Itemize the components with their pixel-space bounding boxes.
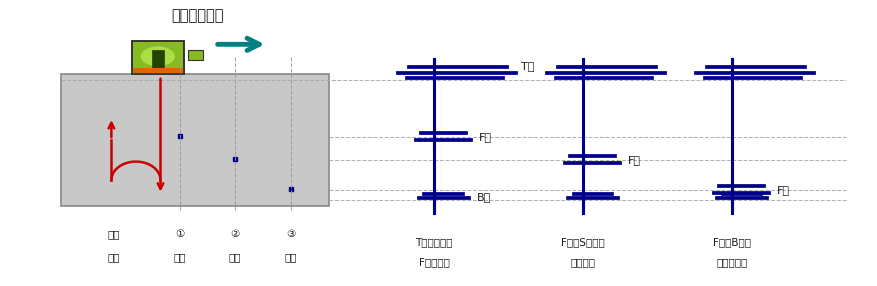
Bar	[188, 50, 203, 59]
Text: 浅い: 浅い	[174, 252, 186, 262]
Text: 位置: 位置	[108, 229, 120, 239]
Text: ①: ①	[175, 229, 184, 239]
Text: F波: F波	[479, 132, 492, 142]
Bar	[132, 41, 184, 74]
Text: 遠くなる: 遠くなる	[571, 257, 595, 267]
Text: ②: ②	[231, 229, 239, 239]
Text: 欠陥: 欠陥	[108, 252, 120, 262]
Text: F波: F波	[628, 155, 641, 165]
Text: 近くになる: 近くになる	[717, 257, 748, 267]
Bar	[132, 68, 184, 74]
Text: F波はS波から: F波はS波から	[561, 237, 605, 247]
Text: F波がある: F波がある	[418, 257, 450, 267]
Bar	[152, 50, 164, 68]
Text: T波の近くに: T波の近くに	[416, 237, 453, 247]
Text: 深い: 深い	[285, 252, 297, 262]
Text: 中間: 中間	[229, 252, 241, 262]
Text: F波がB波の: F波がB波の	[713, 237, 752, 247]
Text: T波: T波	[521, 61, 534, 71]
Text: F波: F波	[777, 185, 790, 195]
Text: ③: ③	[287, 229, 296, 239]
Text: B波: B波	[476, 192, 491, 202]
Bar	[132, 41, 184, 74]
Text: 探触子を移動: 探触子を移動	[171, 9, 224, 23]
Ellipse shape	[140, 46, 175, 66]
Bar	[61, 74, 329, 206]
